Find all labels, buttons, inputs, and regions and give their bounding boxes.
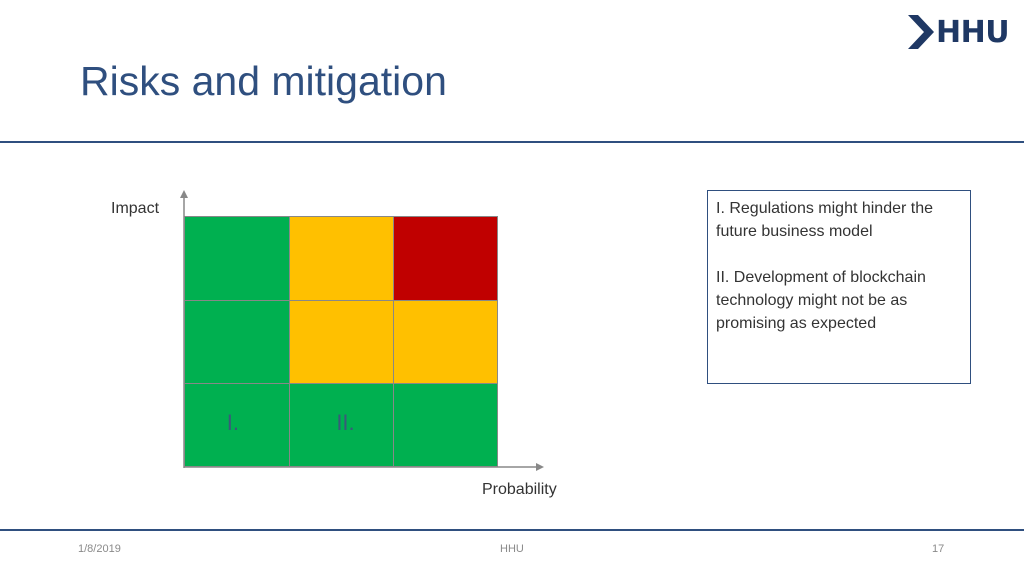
logo-chevron-icon [908, 15, 934, 49]
title-divider [0, 141, 1024, 143]
slide-title: Risks and mitigation [80, 58, 447, 104]
risk-cell-label: II. [336, 410, 355, 436]
y-axis-arrow-icon [180, 190, 188, 198]
risk-cell-r1-c2 [393, 299, 498, 385]
hhu-logo: HHU [908, 14, 1010, 50]
footer-divider [0, 529, 1024, 531]
risk-note-2: II. Development of blockchain technology… [716, 269, 926, 332]
x-axis-label: Probability [482, 481, 557, 498]
risk-cell-r1-c1 [288, 299, 395, 385]
risk-cell-r0-c1 [288, 216, 395, 301]
footer-date: 1/8/2019 [78, 543, 121, 555]
risk-cell-r1-c0 [184, 299, 290, 385]
risk-note-1: I. Regulations might hinder the future b… [716, 200, 934, 240]
y-axis-label: Impact [111, 200, 160, 217]
logo-text: HHU [936, 14, 1010, 50]
footer-center: HHU [500, 543, 524, 555]
risk-cell-r0-c0 [184, 216, 290, 301]
risk-matrix: I. II. [184, 216, 498, 467]
risk-cell-r2-c0: I. [184, 383, 290, 467]
risk-cell-label: I. [226, 410, 239, 436]
risk-notes-box: I. Regulations might hinder the future b… [707, 190, 971, 384]
risk-cell-r0-c2 [393, 216, 498, 301]
x-axis-arrow-icon [536, 463, 544, 471]
risk-cell-r2-c2 [393, 383, 498, 467]
footer-page-number: 17 [932, 543, 945, 555]
risk-cell-r2-c1: II. [288, 383, 395, 467]
